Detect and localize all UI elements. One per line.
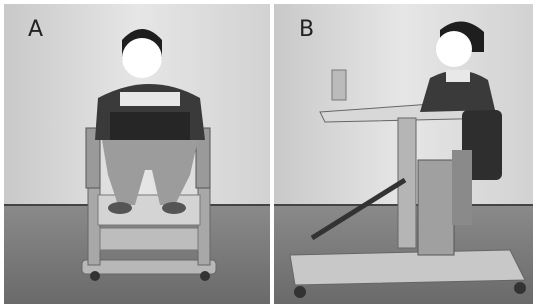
panel-b: B <box>274 4 533 304</box>
panel-label: B <box>299 17 314 42</box>
figure: A B <box>0 0 537 306</box>
panel-label: A <box>28 17 43 42</box>
panel-a: A <box>4 4 270 304</box>
